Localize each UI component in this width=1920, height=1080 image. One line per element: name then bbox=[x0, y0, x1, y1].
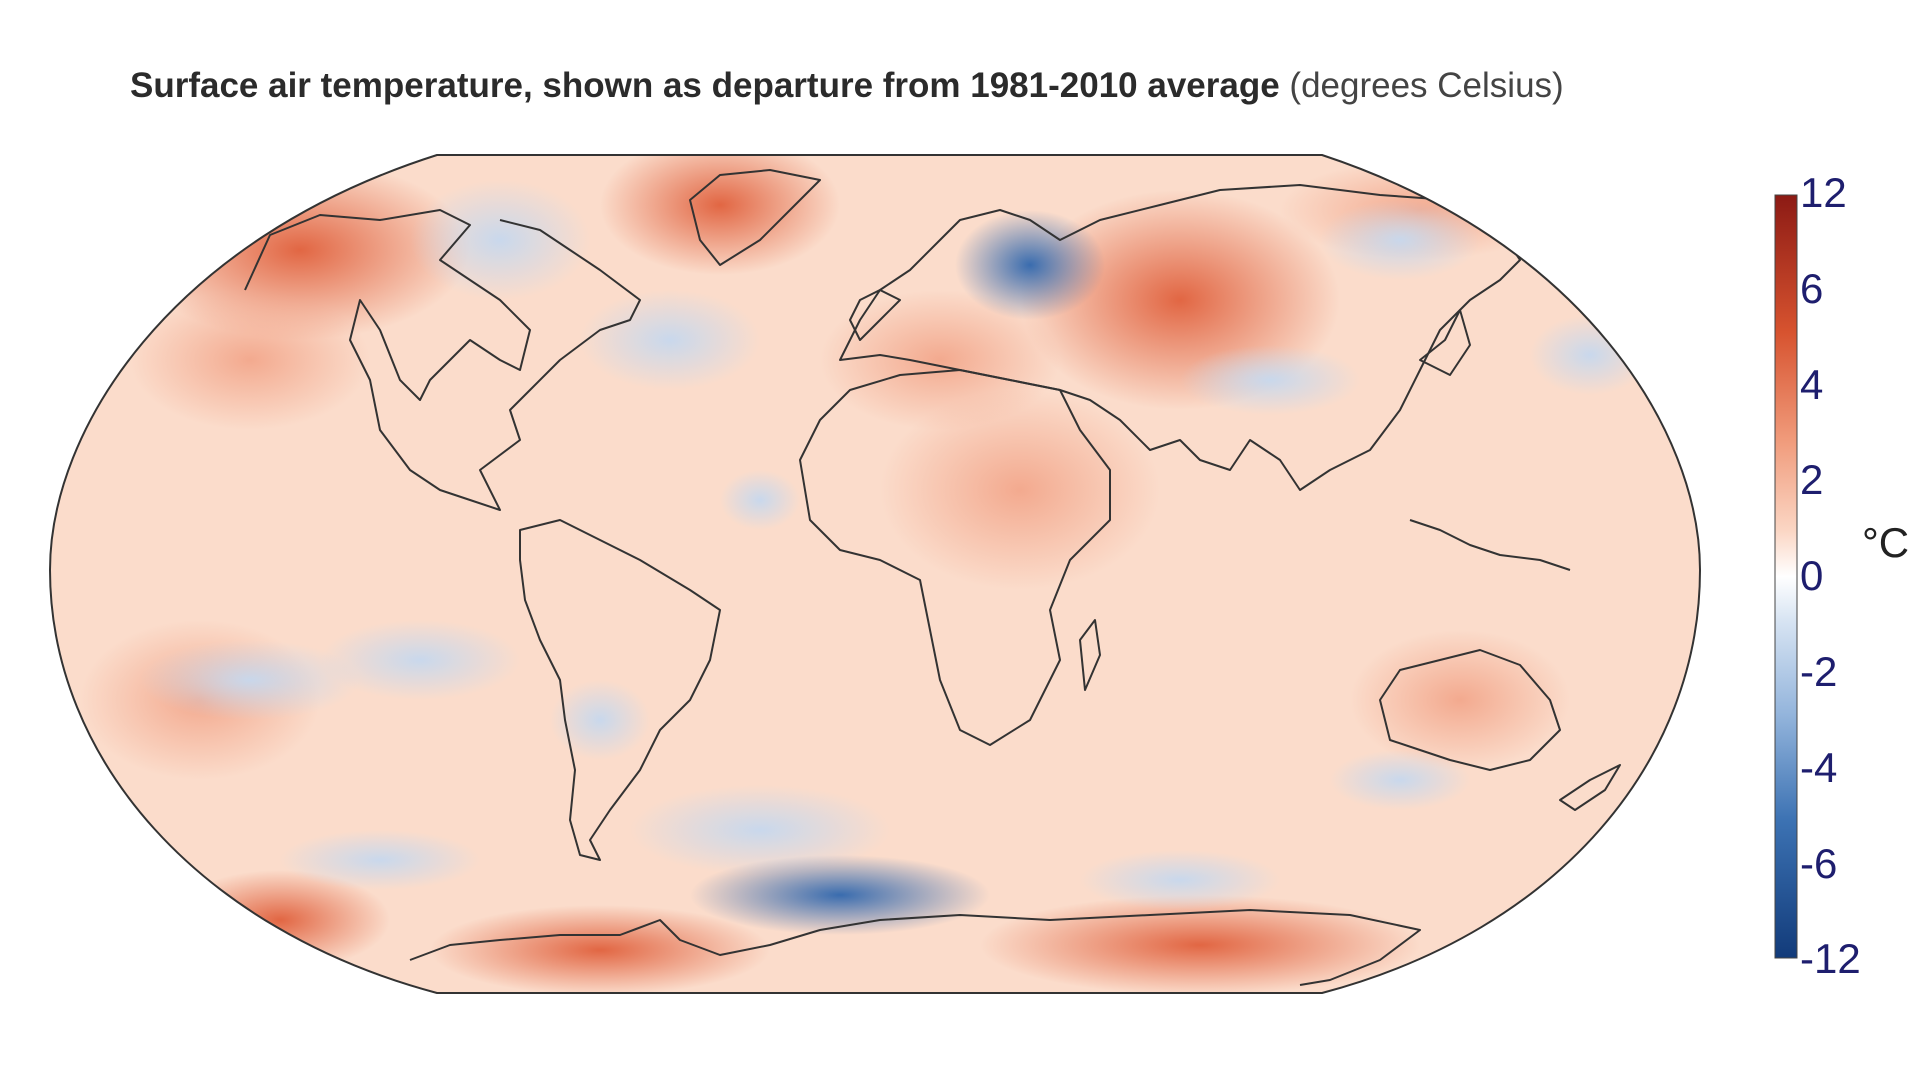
east-antarctica-warm-anomaly bbox=[980, 895, 1420, 993]
colorbar-tick-4: 4 bbox=[1800, 361, 1824, 408]
tibet-cool-anomaly bbox=[1180, 345, 1360, 415]
south-america-coastline bbox=[519, 519, 721, 861]
colorbar-unit-label: °C bbox=[1862, 519, 1910, 566]
colorbar-tick-neg4: -4 bbox=[1800, 744, 1838, 791]
colorbar-tick-12: 12 bbox=[1800, 169, 1847, 216]
new-zealand-coastline bbox=[1559, 764, 1621, 811]
antarctica-coastline bbox=[409, 909, 1421, 986]
japan-coastline bbox=[1419, 309, 1471, 376]
ross-sea-cool-anomaly bbox=[280, 830, 480, 890]
eurasia-coastline bbox=[839, 184, 1521, 491]
uk-coastline bbox=[849, 289, 901, 341]
north-pacific-cool-anomaly bbox=[1530, 315, 1650, 395]
colorbar-tick-0: 0 bbox=[1800, 552, 1824, 599]
coastlines bbox=[244, 169, 1621, 986]
south-atlantic-cool-anomaly bbox=[630, 785, 890, 875]
western-russia-cold-anomaly bbox=[955, 210, 1105, 320]
title-main: Surface air temperature, shown as depart… bbox=[130, 66, 1280, 105]
tasman-cool-anomaly bbox=[1330, 750, 1470, 810]
greenland-coastline bbox=[689, 169, 821, 266]
map-title: Surface air temperature, shown as depart… bbox=[130, 66, 1564, 106]
north-pacific-warm-anomaly bbox=[130, 290, 370, 430]
anomaly-field bbox=[50, 155, 1700, 993]
colorbar bbox=[1774, 194, 1798, 959]
colorbar-tick-6: 6 bbox=[1800, 265, 1824, 312]
indonesia-coastline bbox=[1409, 519, 1571, 571]
north-atlantic-cool-anomaly bbox=[580, 290, 760, 390]
colorbar-tick-2: 2 bbox=[1800, 456, 1824, 503]
north-america-coastline bbox=[244, 209, 641, 511]
weddell-sea-cold-anomaly bbox=[690, 855, 990, 935]
africa-coastline bbox=[799, 369, 1111, 746]
australia-coastline bbox=[1379, 649, 1561, 771]
map-outline bbox=[48, 154, 1702, 994]
colorbar-tick-neg6: -6 bbox=[1800, 840, 1838, 887]
greenland-warm-anomaly bbox=[600, 155, 840, 275]
canary-cool-anomaly bbox=[720, 470, 800, 530]
colorbar-tick-neg12: -12 bbox=[1800, 935, 1861, 982]
south-pacific-cool-anomaly bbox=[140, 640, 360, 720]
title-unit-note: (degrees Celsius) bbox=[1289, 66, 1564, 105]
north-africa-warm-anomaly bbox=[880, 390, 1160, 590]
east-siberia-cool-anomaly bbox=[1320, 200, 1480, 280]
south-america-cool-anomaly bbox=[550, 680, 650, 760]
madagascar-coastline bbox=[1079, 619, 1101, 691]
canada-cool-anomaly bbox=[410, 180, 590, 300]
west-antarctica-warm-anomaly bbox=[430, 905, 770, 993]
australia-warm-anomaly bbox=[1350, 630, 1570, 770]
indian-ocean-cool-anomaly bbox=[1080, 850, 1280, 910]
colorbar-tick-neg2: -2 bbox=[1800, 648, 1838, 695]
east-pacific-cool-anomaly bbox=[320, 620, 520, 700]
